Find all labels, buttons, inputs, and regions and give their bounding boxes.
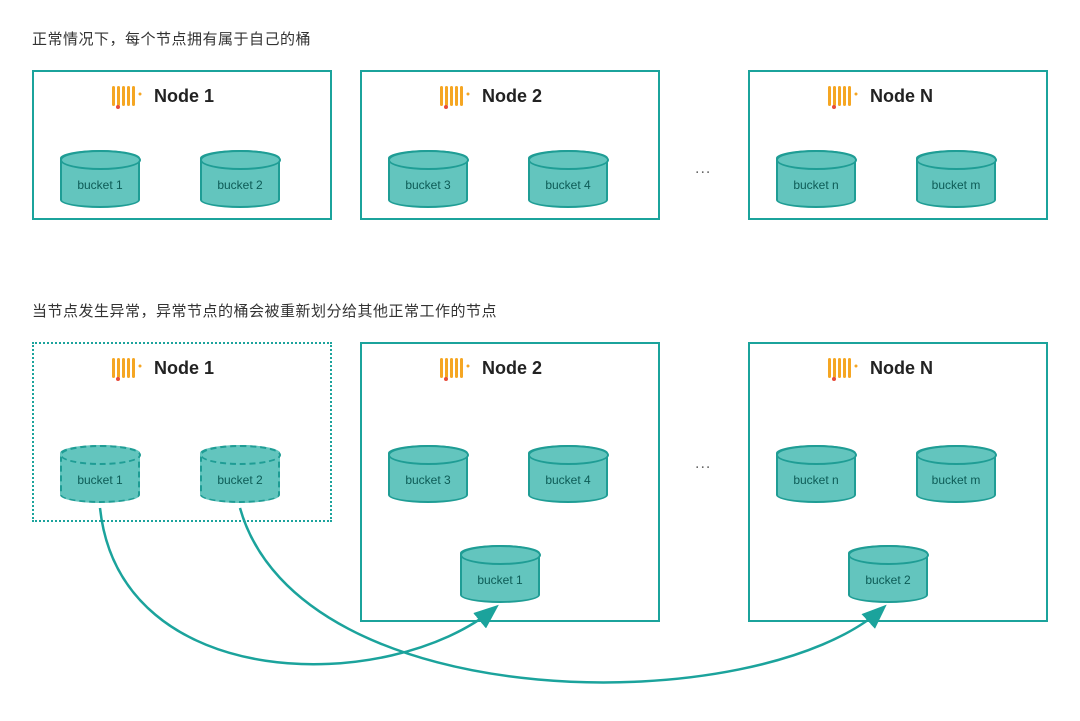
ellipsis: ... — [695, 160, 711, 178]
bucket-label: bucket n — [776, 178, 856, 192]
bucket-label: bucket 2 — [200, 178, 280, 192]
node-title: Node N — [870, 86, 933, 107]
caption-top: 正常情况下，每个节点拥有属于自己的桶 — [32, 28, 311, 49]
bucket-label: bucket 2 — [200, 473, 280, 487]
bucket-label: bucket 4 — [528, 178, 608, 192]
bucket-label: bucket 1 — [60, 473, 140, 487]
bucket: bucket 1 — [460, 545, 540, 603]
bucket: bucket 2 — [200, 150, 280, 208]
bucket-label: bucket 1 — [460, 573, 540, 587]
node-logo-icon — [826, 356, 860, 382]
bucket: bucket 1 — [60, 150, 140, 208]
bucket: bucket 2 — [200, 445, 280, 503]
bucket-label: bucket 3 — [388, 473, 468, 487]
node-logo-icon — [438, 84, 472, 110]
node-logo-icon — [438, 356, 472, 382]
node-title: Node 2 — [482, 86, 542, 107]
bucket: bucket 4 — [528, 445, 608, 503]
bucket: bucket 1 — [60, 445, 140, 503]
node-title: Node N — [870, 358, 933, 379]
node-title: Node 2 — [482, 358, 542, 379]
bucket: bucket m — [916, 445, 996, 503]
bucket: bucket 2 — [848, 545, 928, 603]
node-title: Node 1 — [154, 358, 214, 379]
ellipsis: ... — [695, 455, 711, 473]
bucket: bucket m — [916, 150, 996, 208]
bucket-label: bucket m — [916, 178, 996, 192]
node-logo-icon — [110, 356, 144, 382]
bucket-label: bucket 4 — [528, 473, 608, 487]
node-logo-icon — [110, 84, 144, 110]
bucket: bucket 3 — [388, 445, 468, 503]
bucket-label: bucket 3 — [388, 178, 468, 192]
bucket: bucket n — [776, 150, 856, 208]
bucket: bucket n — [776, 445, 856, 503]
bucket-label: bucket 1 — [60, 178, 140, 192]
bucket: bucket 3 — [388, 150, 468, 208]
bucket-label: bucket 2 — [848, 573, 928, 587]
bucket-label: bucket n — [776, 473, 856, 487]
bucket-label: bucket m — [916, 473, 996, 487]
bucket: bucket 4 — [528, 150, 608, 208]
caption-bottom: 当节点发生异常，异常节点的桶会被重新划分给其他正常工作的节点 — [32, 300, 497, 321]
node-title: Node 1 — [154, 86, 214, 107]
node-logo-icon — [826, 84, 860, 110]
